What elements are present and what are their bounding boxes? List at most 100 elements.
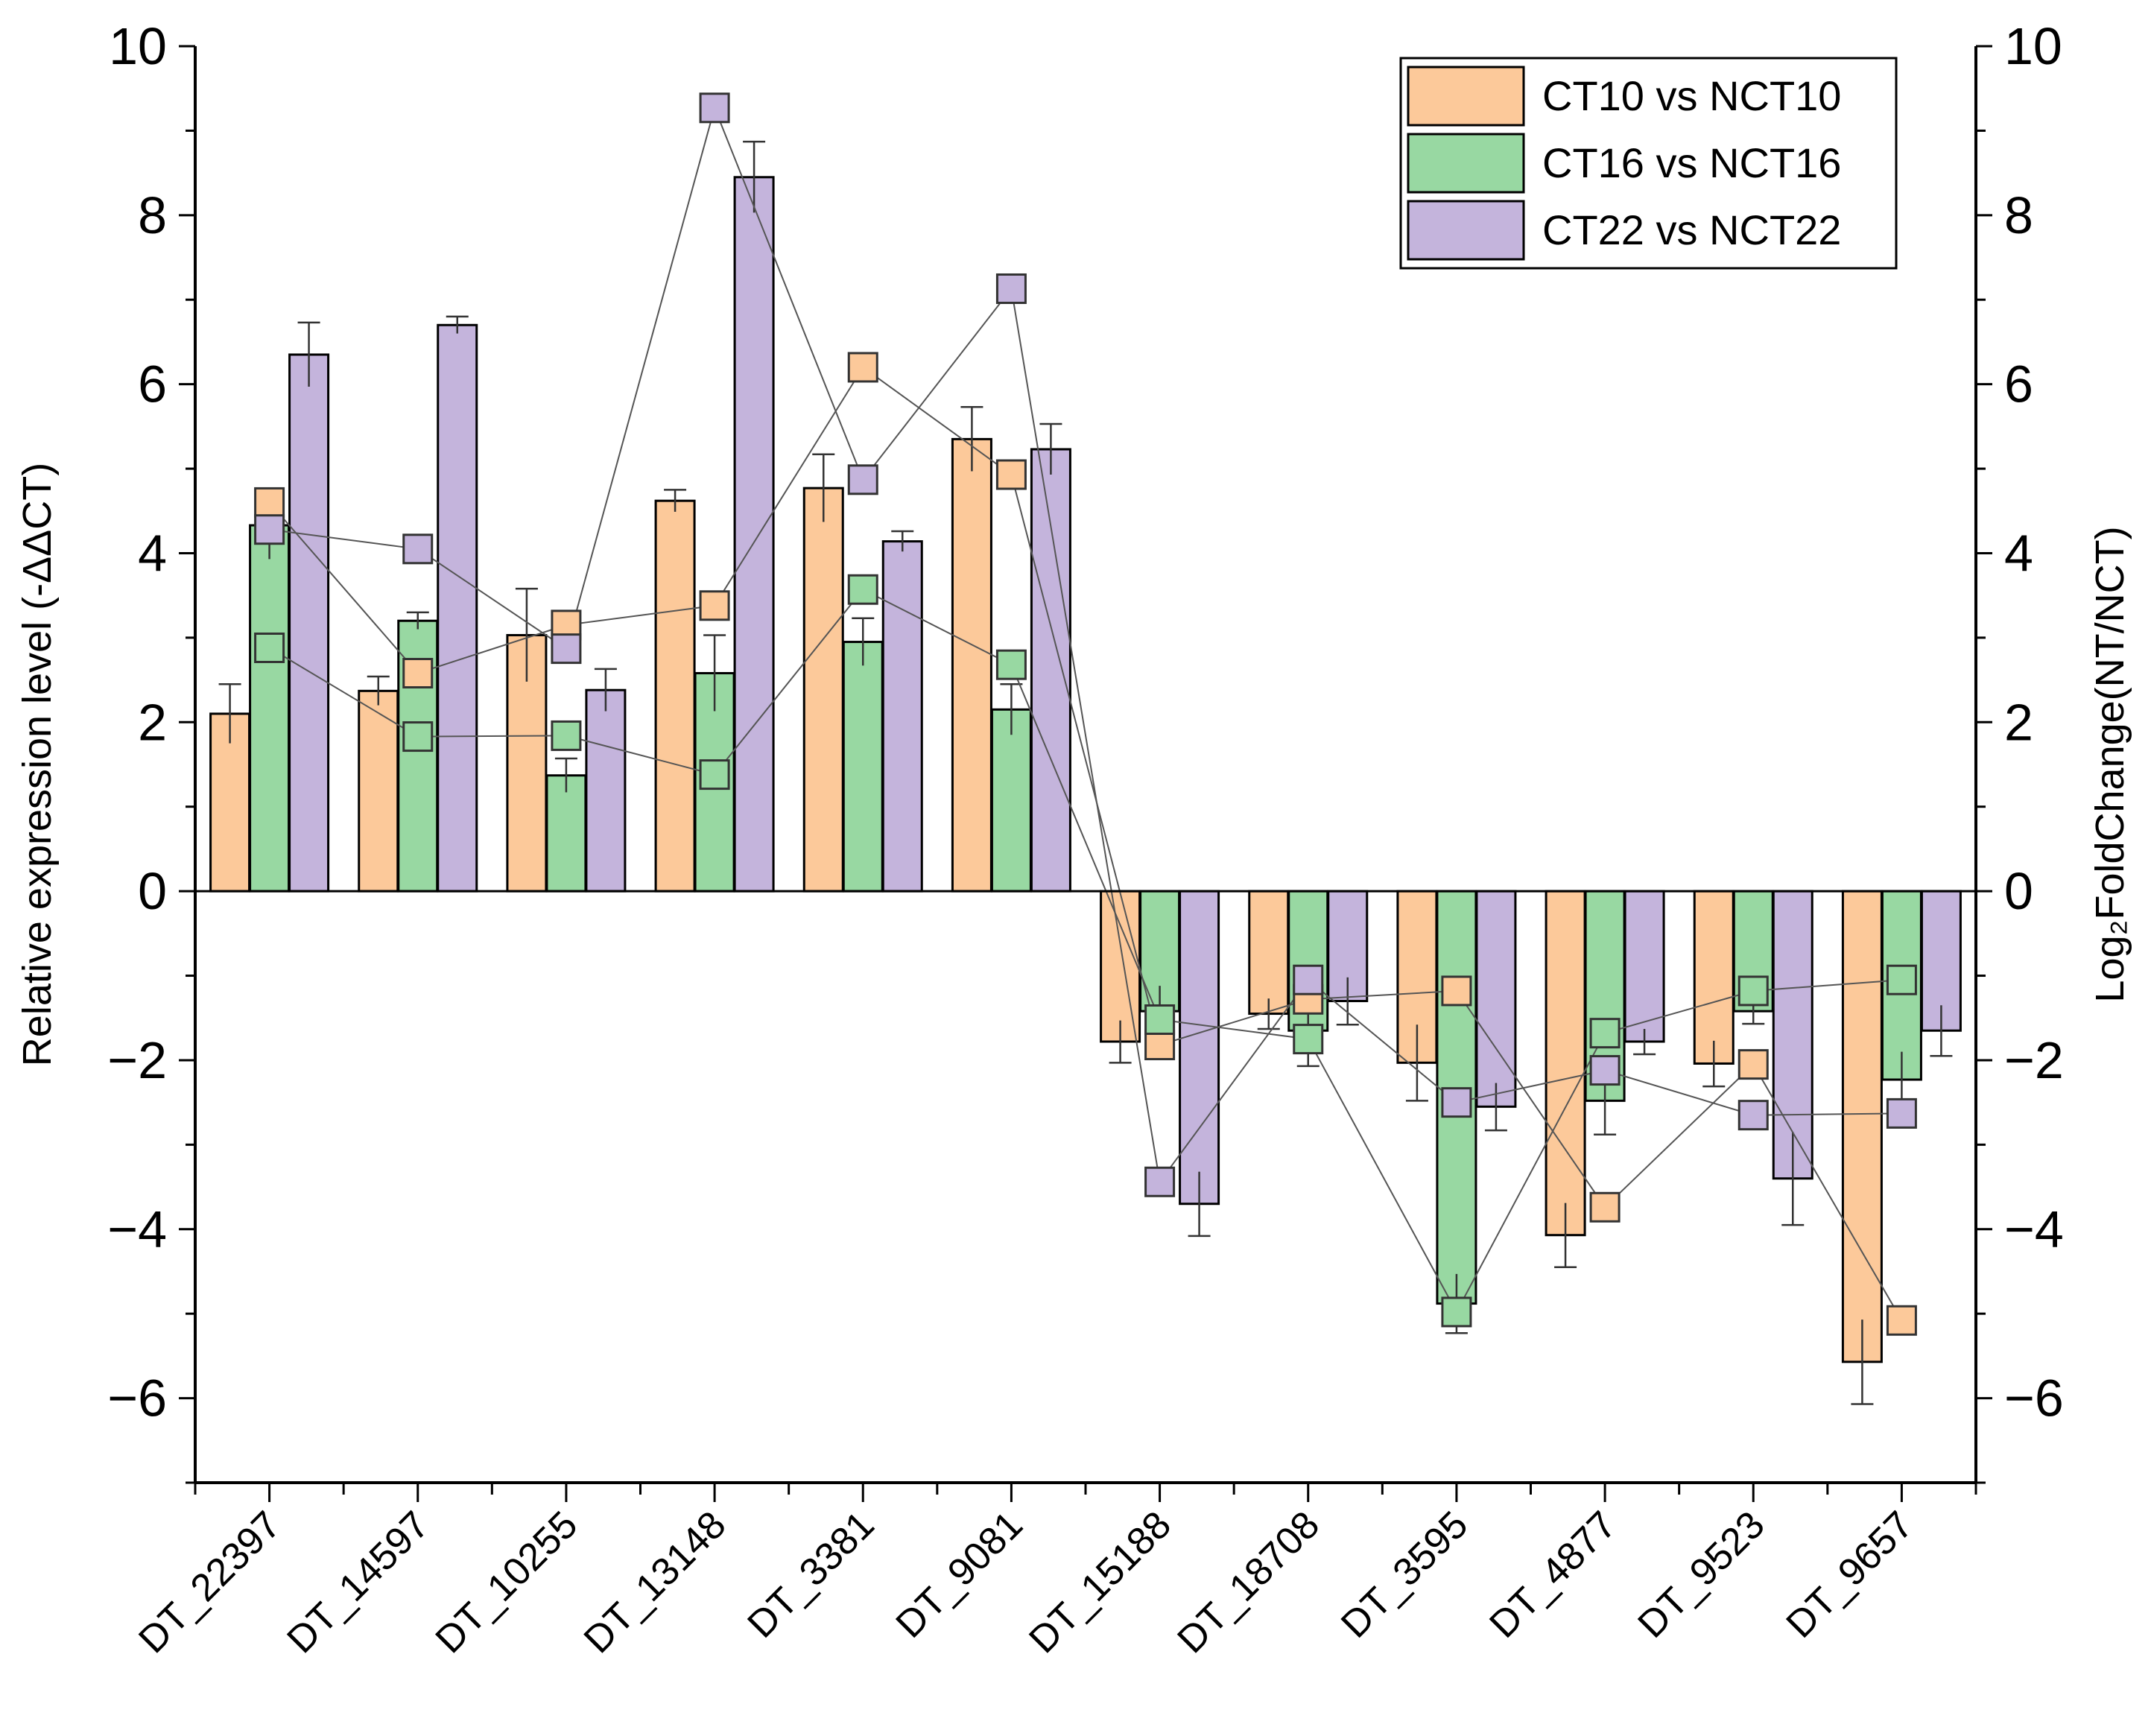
x-category-label: DT_15188 bbox=[1021, 1503, 1179, 1661]
bar bbox=[545, 774, 587, 893]
y-tick-label-right: −2 bbox=[2004, 1031, 2064, 1089]
y-tick-label: 10 bbox=[109, 17, 167, 75]
bar bbox=[1623, 890, 1665, 1043]
error-bar bbox=[1257, 998, 1280, 1030]
error-bar bbox=[594, 668, 617, 712]
error-bar bbox=[367, 675, 390, 706]
log2fc-marker bbox=[847, 352, 878, 383]
error-bar bbox=[1781, 1132, 1805, 1226]
y-tick-label: 6 bbox=[138, 355, 167, 414]
error-bar bbox=[743, 140, 766, 213]
x-category-label: DT_9523 bbox=[1629, 1503, 1773, 1646]
legend-swatch bbox=[1407, 133, 1525, 194]
log2fc-marker bbox=[1441, 1296, 1472, 1328]
log2fc-marker bbox=[1293, 1024, 1324, 1055]
error-bar bbox=[1702, 1040, 1726, 1088]
log2fc-marker bbox=[254, 514, 285, 545]
error-bar bbox=[812, 453, 835, 522]
bar bbox=[1248, 890, 1290, 1016]
y-tick-label-right: 10 bbox=[2004, 17, 2062, 75]
log2fc-marker bbox=[699, 590, 730, 621]
error-bar bbox=[297, 321, 320, 387]
log2fc-marker bbox=[551, 720, 582, 751]
log2fc-marker bbox=[1441, 1087, 1472, 1118]
error-bar bbox=[554, 757, 577, 793]
log2fc-lines-layer bbox=[268, 105, 1903, 1321]
x-category-label: DT_18708 bbox=[1170, 1503, 1328, 1661]
bar bbox=[654, 499, 696, 893]
log2fc-marker bbox=[402, 721, 434, 753]
bar bbox=[1179, 890, 1220, 1206]
y-tick-label-right: −6 bbox=[2004, 1369, 2064, 1428]
bar bbox=[1841, 890, 1883, 1363]
log2fc-markers-layer bbox=[254, 92, 1917, 1336]
y-tick-label-right: 6 bbox=[2004, 355, 2033, 414]
log2fc-marker bbox=[402, 533, 434, 565]
log2fc-marker bbox=[1886, 1097, 1917, 1129]
bar bbox=[881, 540, 923, 893]
log2fc-marker bbox=[402, 658, 434, 689]
bar bbox=[802, 487, 844, 893]
error-bar bbox=[664, 489, 687, 512]
x-category-label: DT_3595 bbox=[1333, 1503, 1476, 1646]
bar bbox=[1100, 890, 1141, 1043]
log2fc-marker bbox=[1737, 975, 1769, 1007]
log2fc-marker bbox=[1589, 1191, 1621, 1223]
y-tick-label: 0 bbox=[138, 862, 167, 920]
y-tick-label-right: 4 bbox=[2004, 524, 2033, 582]
x-category-label: DT_9657 bbox=[1778, 1503, 1922, 1646]
error-bar bbox=[1930, 1005, 1953, 1057]
legend-label: CT10 vs NCT10 bbox=[1542, 72, 1841, 119]
error-bar bbox=[446, 315, 469, 334]
error-bar bbox=[703, 634, 726, 712]
error-bar bbox=[515, 587, 538, 682]
log2fc-line bbox=[268, 366, 1903, 1321]
bar bbox=[288, 353, 330, 893]
x-category-label: DT_3381 bbox=[739, 1503, 882, 1646]
log2fc-marker bbox=[847, 574, 878, 605]
log2fc-marker bbox=[995, 649, 1027, 680]
log2fc-line bbox=[269, 588, 1902, 1314]
log2fc-marker bbox=[1144, 1004, 1176, 1036]
legend-swatch bbox=[1407, 66, 1525, 127]
y-tick-label: −2 bbox=[107, 1031, 167, 1089]
y-tick-label: −4 bbox=[107, 1200, 167, 1258]
log2fc-marker bbox=[995, 273, 1027, 304]
x-category-label: DT_9081 bbox=[888, 1503, 1031, 1646]
log2fc-marker bbox=[254, 487, 285, 518]
bar bbox=[990, 708, 1032, 893]
y-tick-label: −6 bbox=[107, 1369, 167, 1428]
x-category-label: DT_4877 bbox=[1481, 1503, 1624, 1646]
legend-swatch bbox=[1407, 200, 1525, 261]
log2fc-marker bbox=[551, 633, 582, 665]
log2fc-marker bbox=[1441, 975, 1472, 1007]
log2fc-line bbox=[269, 105, 1902, 1184]
error-bar bbox=[406, 611, 429, 630]
bar bbox=[1475, 890, 1517, 1108]
bar bbox=[437, 323, 478, 893]
y-tick-label: 2 bbox=[138, 693, 167, 751]
x-category-label: DT_10255 bbox=[428, 1503, 586, 1661]
log2fc-marker bbox=[1886, 1305, 1917, 1336]
x-category-label: DT_14597 bbox=[279, 1503, 438, 1661]
log2fc-marker bbox=[254, 632, 285, 663]
error-bar bbox=[1109, 1020, 1132, 1064]
y-tick-label: 8 bbox=[138, 186, 167, 244]
error-bar bbox=[1554, 1203, 1577, 1269]
log2fc-marker bbox=[1589, 1055, 1621, 1086]
legend-label: CT16 vs NCT16 bbox=[1542, 139, 1841, 186]
y-tick-label-right: 0 bbox=[2004, 862, 2033, 920]
bars-layer bbox=[209, 176, 1962, 1363]
error-bar bbox=[1405, 1024, 1428, 1102]
y-tick-label: 4 bbox=[138, 524, 167, 582]
log2fc-marker bbox=[1737, 1100, 1769, 1131]
error-bar bbox=[852, 617, 875, 666]
bar bbox=[1693, 890, 1735, 1065]
error-bar bbox=[891, 530, 914, 552]
bar bbox=[249, 524, 291, 893]
bar bbox=[842, 641, 884, 893]
y-tick-label-right: 8 bbox=[2004, 186, 2033, 244]
log2fc-marker bbox=[847, 464, 878, 495]
